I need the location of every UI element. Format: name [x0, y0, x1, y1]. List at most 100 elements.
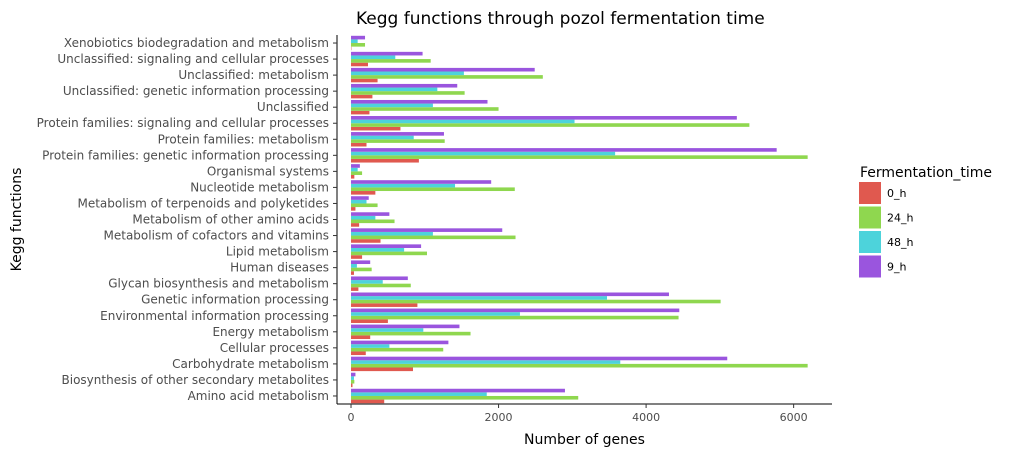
bar-lipid-metabolism-48-h	[351, 247, 405, 252]
legend-swatch-0-h	[859, 182, 881, 204]
bar-unclassified-signaling-and-cellular-processes-0-h	[351, 62, 368, 67]
bar-energy-metabolism-48-h	[351, 328, 424, 332]
bar-amino-acid-metabolism-48-h	[351, 392, 487, 396]
bar-nucleotide-metabolism-24-h	[351, 187, 515, 192]
y-tick-label-lipid-metabolism: Lipid metabolism	[226, 245, 329, 259]
bar-metabolism-of-cofactors-and-vitamins-48-h	[351, 231, 433, 236]
legend: Fermentation_time 0_h 24_h 48_h 9_h	[859, 165, 992, 278]
bar-metabolism-of-terpenoids-and-polyketides-0-h	[351, 207, 356, 211]
bar-nucleotide-metabolism-9-h	[351, 180, 492, 184]
bar-cellular-processes-0-h	[351, 351, 366, 356]
bar-amino-acid-metabolism-24-h	[351, 395, 579, 400]
bar-metabolism-of-terpenoids-and-polyketides-9-h	[351, 196, 369, 200]
bar-environmental-information-processing-48-h	[351, 312, 520, 316]
x-tick-label-2000: 2000	[485, 411, 513, 424]
legend-label-0-h: 0_h	[887, 187, 906, 200]
bar-glycan-biosynthesis-and-metabolism-48-h	[351, 280, 383, 284]
bar-cellular-processes-48-h	[351, 344, 390, 348]
bar-energy-metabolism-24-h	[351, 331, 471, 336]
bar-protein-families-signaling-and-cellular-processes-48-h	[351, 119, 575, 124]
bar-lipid-metabolism-0-h	[351, 255, 363, 259]
y-tick-label-organismal-systems: Organismal systems	[207, 164, 329, 178]
bar-cellular-processes-24-h	[351, 347, 444, 352]
bar-xenobiotics-biodegradation-and-metabolism-48-h	[351, 39, 358, 44]
bar-energy-metabolism-0-h	[351, 335, 371, 340]
legend-swatch-48-h	[859, 231, 881, 253]
bar-protein-families-genetic-information-processing-0-h	[351, 158, 419, 163]
bar-xenobiotics-biodegradation-and-metabolism-9-h	[351, 35, 366, 40]
bar-protein-families-signaling-and-cellular-processes-24-h	[351, 123, 750, 127]
bar-unclassified-48-h	[351, 103, 433, 108]
bar-protein-families-genetic-information-processing-24-h	[351, 155, 808, 159]
bar-unclassified-metabolism-24-h	[351, 75, 543, 79]
bar-unclassified-genetic-information-processing-9-h	[351, 83, 458, 88]
bar-cellular-processes-9-h	[351, 340, 449, 345]
bar-unclassified-metabolism-0-h	[351, 78, 378, 83]
bar-protein-families-genetic-information-processing-48-h	[351, 151, 616, 156]
bar-xenobiotics-biodegradation-and-metabolism-24-h	[351, 43, 366, 47]
bar-protein-families-metabolism-9-h	[351, 132, 444, 136]
bar-amino-acid-metabolism-9-h	[351, 388, 565, 393]
bar-lipid-metabolism-24-h	[351, 251, 427, 256]
bar-unclassified-24-h	[351, 107, 499, 111]
bar-human-diseases-24-h	[351, 267, 372, 272]
bar-unclassified-genetic-information-processing-0-h	[351, 94, 373, 99]
bar-protein-families-genetic-information-processing-9-h	[351, 148, 777, 152]
legend-swatch-9-h	[859, 255, 881, 278]
y-tick-label-metabolism-of-terpenoids-and-polyketides: Metabolism of terpenoids and polyketides	[77, 196, 329, 210]
bar-metabolism-of-cofactors-and-vitamins-24-h	[351, 235, 516, 240]
y-tick-label-environmental-information-processing: Environmental information processing	[100, 309, 329, 323]
bar-genetic-information-processing-0-h	[351, 303, 418, 307]
bar-unclassified-9-h	[351, 99, 488, 104]
legend-title: Fermentation_time	[860, 165, 992, 181]
bar-unclassified-genetic-information-processing-48-h	[351, 87, 438, 92]
bar-human-diseases-9-h	[351, 260, 371, 265]
x-tick-label-0: 0	[348, 411, 355, 424]
bar-protein-families-metabolism-0-h	[351, 142, 367, 147]
x-axis-ticks: 0 2000 4000 6000	[348, 404, 808, 424]
y-tick-label-cellular-processes: Cellular processes	[220, 341, 329, 355]
bar-human-diseases-48-h	[351, 264, 357, 268]
y-axis-ticks: Amino acid metabolism Biosynthesis of oth…	[37, 36, 337, 403]
legend-swatch-24-h	[859, 206, 881, 229]
y-tick-label-protein-families-metabolism: Protein families: metabolism	[158, 132, 329, 146]
y-tick-label-amino-acid-metabolism: Amino acid metabolism	[188, 389, 329, 403]
bar-metabolism-of-cofactors-and-vitamins-9-h	[351, 228, 503, 232]
x-axis-title: Number of genes	[524, 432, 645, 448]
bar-lipid-metabolism-9-h	[351, 244, 422, 248]
y-tick-label-unclassified-genetic-information-processing: Unclassified: genetic information proces…	[63, 84, 329, 98]
bar-biosynthesis-of-other-secondary-metabolites-48-h	[351, 376, 354, 380]
bar-metabolism-of-other-amino-acids-24-h	[351, 219, 395, 224]
bar-organismal-systems-48-h	[351, 167, 358, 172]
y-tick-label-human-diseases: Human diseases	[230, 261, 329, 275]
y-tick-label-carbohydrate-metabolism: Carbohydrate metabolism	[172, 357, 329, 371]
y-tick-label-protein-families-signaling-and-cellular-processes: Protein families: signaling and cellular…	[37, 116, 329, 130]
bar-metabolism-of-cofactors-and-vitamins-0-h	[351, 239, 381, 243]
y-axis-title: Kegg functions	[9, 168, 25, 272]
bar-glycan-biosynthesis-and-metabolism-9-h	[351, 276, 408, 281]
legend-label-24-h: 24_h	[887, 212, 913, 225]
x-tick-label-4000: 4000	[632, 411, 660, 424]
bar-unclassified-signaling-and-cellular-processes-48-h	[351, 55, 396, 60]
bar-energy-metabolism-9-h	[351, 324, 460, 329]
y-tick-label-energy-metabolism: Energy metabolism	[212, 325, 329, 339]
bar-carbohydrate-metabolism-24-h	[351, 363, 808, 368]
bar-protein-families-metabolism-48-h	[351, 135, 414, 140]
bar-glycan-biosynthesis-and-metabolism-0-h	[351, 287, 359, 291]
chart-title: Kegg functions through pozol fermentatio…	[356, 9, 765, 29]
bar-protein-families-signaling-and-cellular-processes-9-h	[351, 116, 737, 120]
bar-organismal-systems-9-h	[351, 164, 360, 168]
bar-environmental-information-processing-9-h	[351, 308, 680, 313]
bar-carbohydrate-metabolism-0-h	[351, 367, 413, 372]
bar-biosynthesis-of-other-secondary-metabolites-0-h	[351, 383, 353, 388]
bar-amino-acid-metabolism-0-h	[351, 399, 385, 404]
y-tick-label-protein-families-genetic-information-processing: Protein families: genetic information pr…	[42, 148, 329, 162]
bar-unclassified-signaling-and-cellular-processes-24-h	[351, 59, 431, 63]
bar-environmental-information-processing-24-h	[351, 315, 679, 320]
legend-label-9-h: 9_h	[887, 261, 906, 274]
bar-organismal-systems-24-h	[351, 171, 363, 175]
bar-nucleotide-metabolism-48-h	[351, 183, 456, 188]
bar-metabolism-of-other-amino-acids-9-h	[351, 212, 390, 216]
bar-genetic-information-processing-9-h	[351, 292, 669, 297]
